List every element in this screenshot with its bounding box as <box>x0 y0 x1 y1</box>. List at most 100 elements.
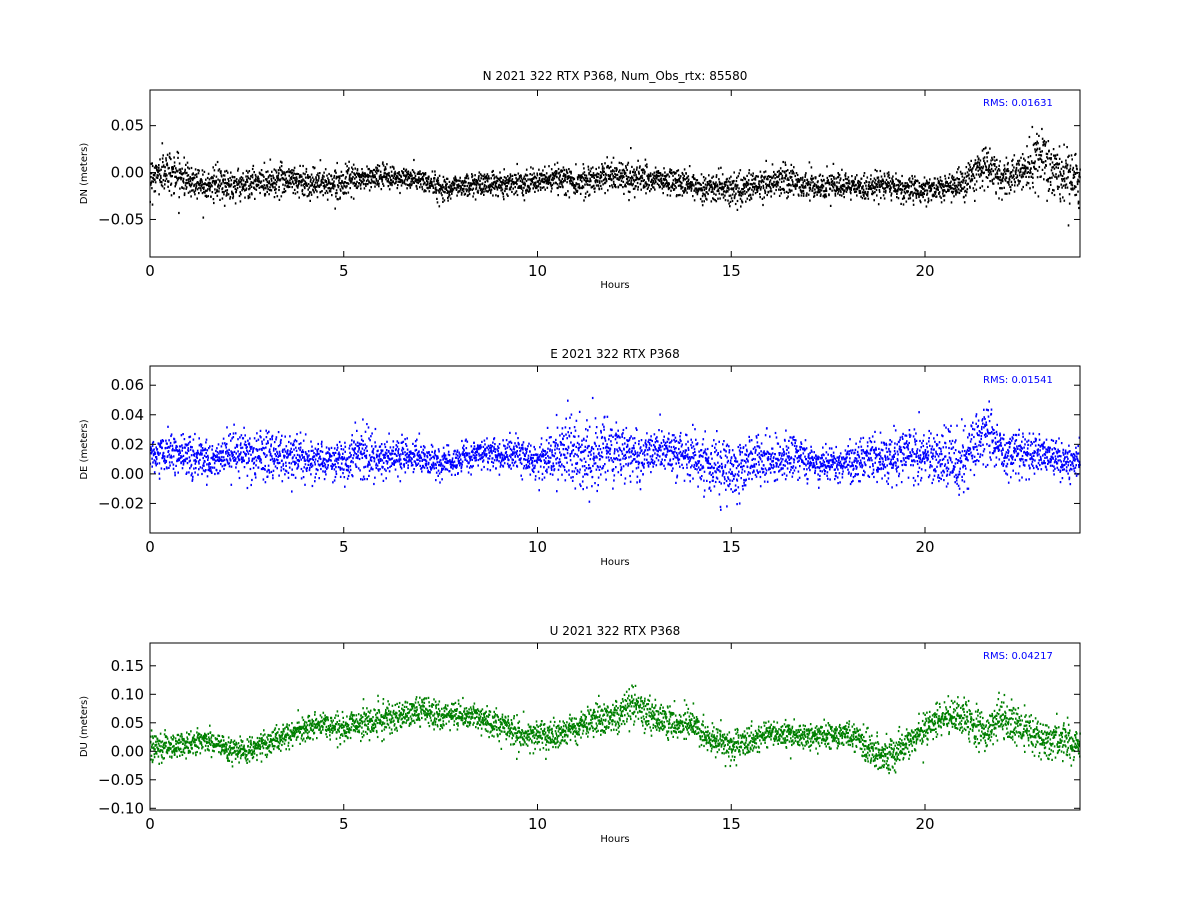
east-data-point <box>252 451 254 454</box>
north-data-point <box>726 184 729 187</box>
north-data-point <box>1055 157 1058 160</box>
north-data-point <box>565 194 568 197</box>
north-data-point <box>745 200 747 203</box>
north-data-point <box>436 182 438 185</box>
north-data-point <box>599 176 602 179</box>
north-data-point <box>375 177 378 181</box>
north-data-point <box>394 170 396 173</box>
north-data-point <box>713 192 715 195</box>
north-data-point <box>868 183 870 187</box>
north-data-point <box>674 184 676 188</box>
north-data-point <box>227 193 230 196</box>
north-data-point <box>507 178 509 182</box>
north-data-point <box>457 186 460 189</box>
north-data-point <box>367 178 369 181</box>
north-data-point <box>673 183 675 186</box>
north-data-point <box>356 186 358 190</box>
north-data-point <box>392 180 394 183</box>
north-data-point <box>334 169 337 172</box>
north-data-point <box>778 169 780 173</box>
north-data-point <box>265 184 268 187</box>
north-data-point <box>214 183 216 186</box>
north-data-point <box>537 180 540 183</box>
north-data-point <box>903 190 906 193</box>
east-data-point <box>174 440 177 443</box>
north-data-point <box>627 190 630 193</box>
north-data-point <box>574 185 577 188</box>
north-data-point <box>634 170 636 174</box>
east-data-point <box>284 450 287 453</box>
north-data-point <box>270 177 273 180</box>
north-data-point <box>591 185 594 188</box>
north-data-point <box>925 179 928 182</box>
north-data-point <box>773 192 776 195</box>
north-data-point <box>650 188 652 191</box>
east-data-point <box>211 445 214 448</box>
north-data-point <box>651 173 654 176</box>
north-data-point <box>327 182 330 185</box>
east-data-point <box>175 464 177 467</box>
north-data-point <box>457 191 459 194</box>
north-data-point <box>218 168 221 171</box>
east-data-point <box>235 466 237 469</box>
north-data-point <box>380 173 382 177</box>
north-data-point <box>225 185 227 188</box>
north-data-point <box>764 191 766 195</box>
east-data-point <box>188 436 190 439</box>
north-data-point <box>780 180 783 183</box>
east-data-point <box>269 458 272 461</box>
north-data-point <box>444 191 446 194</box>
north-data-point <box>199 184 201 187</box>
north-data-point <box>302 184 304 187</box>
north-data-point <box>817 187 820 190</box>
north-data-point <box>860 177 863 180</box>
east-data-point <box>215 459 217 462</box>
east-data-point <box>263 438 265 441</box>
north-data-point <box>1040 175 1042 178</box>
north-data-point <box>249 184 252 187</box>
east-data-point <box>240 451 242 454</box>
north-data-point <box>674 177 676 180</box>
north-data-point <box>441 189 444 192</box>
north-data-point <box>250 185 253 188</box>
north-data-point <box>488 187 491 190</box>
north-data-point <box>185 187 187 190</box>
north-data-point <box>775 188 777 192</box>
east-data-point <box>225 442 228 446</box>
north-data-point <box>269 186 271 189</box>
east-data-point <box>251 445 253 448</box>
north-data-point <box>1034 142 1037 145</box>
north-data-point <box>474 174 476 177</box>
north-data-point <box>288 174 290 177</box>
north-data-point <box>692 195 694 198</box>
north-data-point <box>214 191 217 194</box>
east-data-point <box>198 462 200 465</box>
north-data-point <box>396 175 399 178</box>
north-data-point <box>1035 168 1037 171</box>
east-data-point <box>204 470 206 473</box>
north-data-point <box>478 183 480 186</box>
north-data-point <box>602 183 604 186</box>
north-data-point <box>313 178 315 181</box>
north-data-point <box>365 182 367 185</box>
north-data-point <box>227 183 229 186</box>
north-data-point <box>592 166 594 169</box>
north-data-point <box>687 178 690 181</box>
north-data-point <box>618 170 620 173</box>
north-data-point <box>597 179 599 182</box>
north-data-point <box>314 186 317 189</box>
north-data-point <box>475 184 478 187</box>
north-data-point <box>696 188 698 191</box>
east-data-point <box>186 462 189 465</box>
north-data-point <box>695 187 698 190</box>
north-data-point <box>209 185 212 188</box>
north-data-point <box>727 187 730 190</box>
north-data-point <box>538 168 540 171</box>
north-data-point <box>697 189 700 192</box>
north-data-point <box>226 193 228 196</box>
north-y-tick-label: −0.05 <box>98 210 144 228</box>
north-data-point <box>183 181 185 184</box>
north-data-point <box>241 189 243 192</box>
north-data-point <box>465 180 467 184</box>
north-data-point <box>157 174 159 177</box>
